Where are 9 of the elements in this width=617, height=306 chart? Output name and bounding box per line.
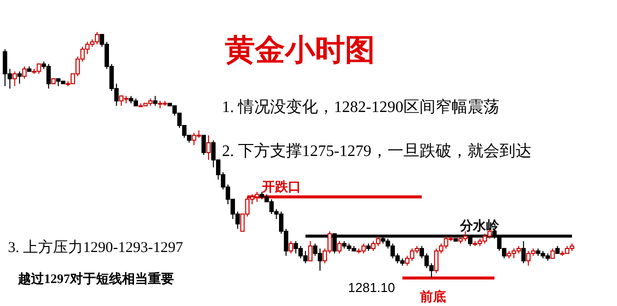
annotation: 分水岭 [459,218,500,233]
text: 前底 [419,289,446,304]
annotation: 开跌口 [261,179,301,194]
annotation: 1. 情况没变化，1282-1290区间窄幅震荡 [222,98,500,116]
annotation: 2. 下方支撑1275-1279，一旦跌破，就会到达 [222,142,532,160]
text: 1281.10 [348,280,395,295]
annotation: 越过1297对于短线相当重要 [17,271,174,286]
annotation: 3. 上方压力1290-1293-1297 [8,239,184,256]
chart-title: 黄金小时图 [225,34,375,67]
